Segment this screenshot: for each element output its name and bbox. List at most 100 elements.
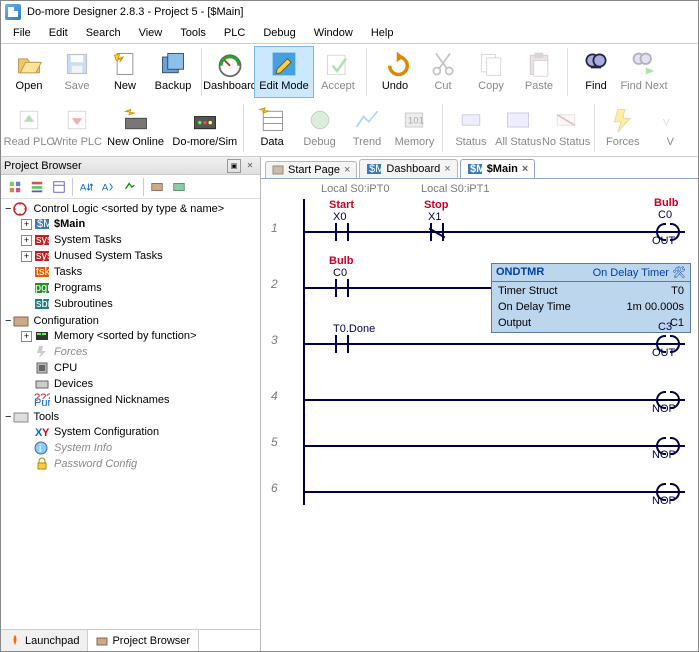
- tree-expander-icon: [21, 395, 32, 406]
- panel-btn-2[interactable]: [27, 177, 47, 197]
- toolbar-button-backup[interactable]: Backup: [149, 46, 197, 98]
- svg-text:$M: $M: [369, 163, 382, 175]
- tree-node-tasks[interactable]: tskTasks: [21, 264, 258, 280]
- panel-btn-8[interactable]: [169, 177, 189, 197]
- doc-tab-label: Start Page: [288, 164, 340, 176]
- tree-node-configuration[interactable]: −Configuration: [5, 314, 258, 328]
- menu-view[interactable]: View: [131, 25, 171, 41]
- wire: [303, 231, 685, 233]
- rung-3[interactable]: 3T0.DoneC3OUT: [261, 311, 698, 367]
- toolbar-button-data[interactable]: Data: [248, 102, 295, 154]
- panel-btn-1[interactable]: [5, 177, 25, 197]
- toolbar-button-new[interactable]: New: [101, 46, 149, 98]
- toolbar-button-find[interactable]: Find: [572, 46, 620, 98]
- doc-tab-close-icon[interactable]: ×: [522, 163, 528, 175]
- menu-plc[interactable]: PLC: [216, 25, 253, 41]
- doc-tab-close-icon[interactable]: ×: [444, 163, 450, 175]
- panel-toolbar: A⇵ A: [1, 175, 260, 199]
- tree-node-programs[interactable]: pgmPrograms: [21, 280, 258, 296]
- titlebar: Do-more Designer 2.8.3 - Project 5 - [$M…: [1, 1, 698, 23]
- doc-tab--main[interactable]: $M$Main×: [460, 159, 536, 178]
- ladder-editor[interactable]: Local S0:iPT0Local S0:iPT11StartX0StopX1…: [261, 179, 698, 651]
- toolbar-button-cut: Cut: [419, 46, 467, 98]
- toolbar-button-do-more-sim[interactable]: Do-more/Sim: [170, 102, 239, 154]
- rung-2[interactable]: 2BulbC0ONDTMROn Delay Timer 🛠Timer Struc…: [261, 255, 698, 311]
- xy-icon: XY: [34, 425, 50, 439]
- project-tree[interactable]: −Control Logic <sorted by type & name> + $…: [1, 199, 260, 629]
- wrench-icon[interactable]: 🛠: [672, 267, 686, 279]
- tree-node-unassigned-nicknames[interactable]: ???PumpUnassigned Nicknames: [21, 392, 258, 408]
- svg-text:pgm: pgm: [35, 282, 50, 294]
- rung-1[interactable]: 1StartX0StopX1BulbC0OUT: [261, 199, 698, 255]
- menu-edit[interactable]: Edit: [41, 25, 76, 41]
- menu-window[interactable]: Window: [306, 25, 361, 41]
- tree-node-password-config[interactable]: Password Config: [21, 456, 258, 472]
- tree-expander-icon: [21, 267, 32, 278]
- rung-6[interactable]: 6NOP: [261, 459, 698, 505]
- panel-btn-4[interactable]: A⇵: [76, 177, 96, 197]
- tree-node--main[interactable]: +$M$Main: [21, 216, 258, 232]
- tree-node-system-info[interactable]: iSystem Info: [21, 440, 258, 456]
- panel-close-icon[interactable]: [243, 159, 257, 173]
- tree-expander-icon[interactable]: −: [5, 411, 11, 423]
- tree-expander-icon[interactable]: +: [21, 235, 32, 246]
- contact-addr: C0: [333, 267, 347, 279]
- tree-expander-icon[interactable]: +: [21, 251, 32, 262]
- forces-icon: [609, 106, 637, 134]
- tree-label: System Tasks: [52, 234, 124, 246]
- toolbar-label: Write PLC: [52, 136, 102, 148]
- tree-node-devices[interactable]: Devices: [21, 376, 258, 392]
- doc-tab-start-page[interactable]: Start Page ×: [265, 161, 357, 178]
- menu-file[interactable]: File: [5, 25, 39, 41]
- panel-btn-7[interactable]: [147, 177, 167, 197]
- tree-label: System Configuration: [52, 426, 161, 438]
- toolbar-button-dashboard[interactable]: Dashboard: [206, 46, 254, 98]
- tree-label: Unassigned Nicknames: [52, 394, 172, 406]
- menu-help[interactable]: Help: [363, 25, 402, 41]
- tree-node-system-tasks[interactable]: +sysSystem Tasks: [21, 232, 258, 248]
- tree-node-subroutines[interactable]: sbrSubroutines: [21, 296, 258, 312]
- panel-btn-3[interactable]: [49, 177, 69, 197]
- tree-expander-icon[interactable]: −: [5, 315, 11, 327]
- panel-bottom-tabs: LaunchpadProject Browser: [1, 629, 260, 651]
- tree-expander-icon: [21, 299, 32, 310]
- ladder-header-label: Local S0:iPT1: [421, 183, 489, 195]
- svg-text:$M: $M: [37, 218, 50, 230]
- rung-number: 5: [271, 435, 278, 449]
- svg-text:⇵: ⇵: [86, 182, 93, 193]
- tree-node-forces[interactable]: Forces: [21, 344, 258, 360]
- sbr-icon: sbr: [34, 297, 50, 311]
- rung-4[interactable]: 4NOP: [261, 367, 698, 413]
- panel-btn-5[interactable]: A: [98, 177, 118, 197]
- toolbar-button-undo[interactable]: Undo: [371, 46, 419, 98]
- tree-node-control-logic-sorted-by-type-name-[interactable]: −Control Logic <sorted by type & name>: [5, 202, 258, 216]
- tree-expander-icon[interactable]: +: [21, 331, 32, 342]
- tree-node-cpu[interactable]: CPU: [21, 360, 258, 376]
- pin-icon[interactable]: [227, 159, 241, 173]
- tree-node-system-configuration[interactable]: XYSystem Configuration: [21, 424, 258, 440]
- toolbar-button-edit-mode[interactable]: Edit Mode: [254, 46, 314, 98]
- tree-node-tools[interactable]: −Tools: [5, 410, 258, 424]
- tree-node-memory-sorted-by-function-[interactable]: +Memory <sorted by function>: [21, 328, 258, 344]
- toolbar-button-new-online[interactable]: New Online: [101, 102, 170, 154]
- tree-expander-icon[interactable]: +: [21, 219, 32, 230]
- panel-tab-project-browser[interactable]: Project Browser: [88, 630, 199, 651]
- wire: [303, 399, 685, 401]
- cut-icon: [429, 50, 457, 78]
- panel-tab-launchpad[interactable]: Launchpad: [1, 630, 88, 651]
- tree-expander-icon: [21, 363, 32, 374]
- doc-tab-close-icon[interactable]: ×: [344, 164, 350, 176]
- rung-5[interactable]: 5NOP: [261, 413, 698, 459]
- doc-tab-dashboard[interactable]: $MDashboard×: [359, 159, 457, 178]
- menu-tools[interactable]: Tools: [172, 25, 214, 41]
- menu-search[interactable]: Search: [78, 25, 129, 41]
- panel-btn-6[interactable]: [120, 177, 140, 197]
- toolbar-button-open[interactable]: Open: [5, 46, 53, 98]
- rung-number: 6: [271, 481, 278, 495]
- menu-debug[interactable]: Debug: [255, 25, 303, 41]
- tree-node-unused-system-tasks[interactable]: +sysUnused System Tasks: [21, 248, 258, 264]
- tree-expander-icon[interactable]: −: [5, 203, 11, 215]
- tree-expander-icon: [21, 379, 32, 390]
- toolbar-label: New Online: [107, 136, 164, 148]
- toolbar-button-all-status: All Status: [495, 102, 542, 154]
